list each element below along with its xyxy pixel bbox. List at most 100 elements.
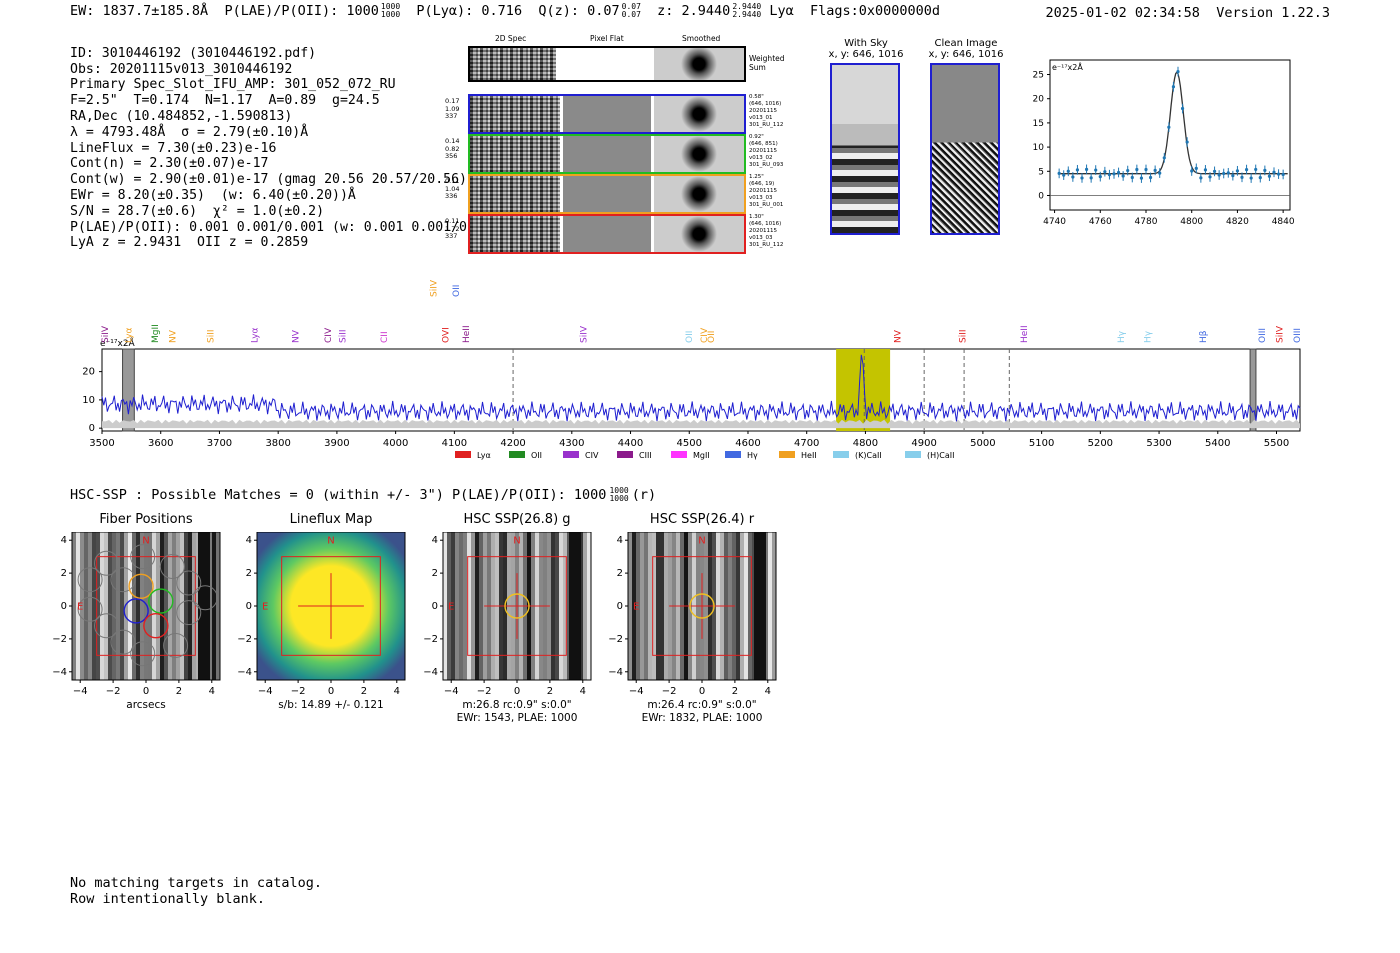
hsc-ytick-label: −2: [423, 634, 438, 645]
hsc-sup: 1000: [609, 486, 629, 495]
stripe: [636, 532, 640, 680]
emission-line-label: SiII: [958, 329, 968, 343]
fit-xtick-label: 4800: [1180, 217, 1203, 227]
with-sky-label: With Sky: [844, 38, 888, 49]
fit-data-point: [1180, 106, 1185, 111]
spectrum-xtick-label: 5000: [970, 438, 995, 449]
qz-sub: 0.07: [621, 10, 641, 19]
stripe: [559, 532, 563, 680]
spectrum-xtick-label: 4800: [853, 438, 878, 449]
fit-data-point: [1203, 168, 1208, 172]
stripe: [656, 532, 660, 680]
stripe: [116, 532, 120, 680]
stripe: [467, 532, 471, 680]
cutout-row: [468, 174, 746, 214]
info-line: EWr = 8.20(±0.35) (w: 6.40(±0.20))Å: [70, 187, 356, 203]
fiber-circle: [159, 554, 185, 580]
cutout-2dspec: [470, 136, 560, 172]
hsc-xtick-label: 2: [176, 686, 182, 697]
hsc-ytick-label: 2: [246, 568, 252, 579]
line-highlight-region: [836, 349, 891, 431]
legend-swatch: [725, 451, 741, 458]
stripe: [140, 532, 144, 680]
hsc-ytick-label: 0: [617, 601, 623, 612]
emission-line-label: NV: [894, 329, 904, 343]
east-label: E: [633, 601, 639, 612]
stripe: [740, 532, 744, 680]
fit-data-point: [1075, 168, 1080, 172]
primary-fiber-circle: [143, 613, 169, 639]
cutout-smoothed: [654, 176, 744, 212]
cutout-row-stats: 0.14 0.82 356: [445, 137, 460, 160]
col-header-pixelflat: Pixel Flat: [590, 34, 624, 43]
legend-label: CIV: [585, 451, 599, 460]
stripe: [640, 532, 644, 680]
east-label: E: [262, 601, 268, 612]
stripe: [180, 532, 184, 680]
hsc-xtick-label: 0: [328, 686, 334, 697]
fit-data-point: [1107, 173, 1112, 177]
emission-line-label: Hγ: [1117, 330, 1127, 343]
info-line: ID: 3010446192 (3010446192.pdf): [70, 45, 317, 61]
stripe: [455, 532, 459, 680]
hsc-panel-title: HSC SSP(26.4) r: [649, 512, 755, 527]
with-sky-image: [830, 63, 900, 235]
plya-value: P(Lyα): 0.716: [416, 3, 523, 19]
fiber-circle: [130, 641, 156, 667]
catalog-footer: No matching targets in catalog. Row inten…: [70, 875, 322, 907]
fiber-circle: [192, 585, 218, 611]
stripe: [168, 532, 172, 680]
stripe: [72, 532, 76, 680]
hsc-ytick-label: −2: [608, 634, 623, 645]
cutout-row: [468, 214, 746, 254]
legend-label: Hγ: [747, 451, 758, 460]
fit-data-point: [1185, 140, 1189, 144]
stripe: [144, 532, 148, 680]
clean-image-title: Clean Image x, y: 646, 1016: [920, 38, 1012, 60]
stripe: [563, 532, 567, 680]
primary-fiber-circle: [123, 598, 149, 624]
datetime: 2025-01-02 02:34:58: [1045, 5, 1200, 21]
cutout-row-stats: 0.11 1.72 337: [445, 217, 460, 240]
legend-swatch: [833, 451, 849, 458]
hsc-xtick-label: 4: [394, 686, 400, 697]
stripe: [583, 532, 587, 680]
fit-data-point: [1171, 85, 1176, 89]
hsc-sub: 1000: [609, 494, 629, 503]
stripe: [587, 532, 591, 680]
stripe: [132, 532, 136, 680]
stripe: [648, 532, 652, 680]
fit-ytick-label: 0: [1038, 191, 1044, 201]
cutout-smoothed: [654, 96, 744, 132]
stripe: [660, 532, 664, 680]
stripe: [188, 532, 192, 680]
north-label: N: [698, 536, 705, 547]
cutout-smoothed: [654, 216, 744, 252]
stripe: [172, 532, 176, 680]
emission-line-label: Hγ: [1143, 330, 1153, 343]
hsc-ytick-label: 4: [617, 535, 623, 546]
stripe: [128, 532, 132, 680]
full-spectrum-plot: 0 10 20 e⁻¹⁷x2Å 3500 3600 3700 3800 3900 4000 4100…: [82, 279, 1303, 460]
fit-ytick-label: 15: [1033, 119, 1044, 129]
hsc-xtick-label: 2: [361, 686, 367, 697]
aperture-circle: [504, 593, 530, 619]
emission-line-label: CII: [380, 331, 390, 343]
footer-line-2: Row intentionally blank.: [70, 890, 266, 907]
fit-ytick-label: 25: [1033, 71, 1044, 81]
masked-region: [122, 348, 135, 432]
stripe: [192, 532, 196, 680]
hsc-xtick-label: 0: [514, 686, 520, 697]
weighted-sum-label: Weighted Sum: [749, 54, 785, 72]
stripe: [76, 532, 80, 680]
fit-data-point: [1226, 171, 1230, 175]
info-line: Primary Spec_Slot_IFU_AMP: 301_052_072_R…: [70, 77, 396, 93]
emission-line-label: Lyα: [251, 327, 261, 343]
stripe: [152, 532, 156, 680]
fit-data-point: [1199, 176, 1203, 180]
fit-ytick-label: 10: [1033, 143, 1045, 153]
hsc-band: (r): [631, 487, 657, 503]
fit-data-point: [1194, 166, 1198, 170]
cutout-pixelflat: [563, 216, 651, 252]
fit-data-point: [1190, 169, 1194, 173]
